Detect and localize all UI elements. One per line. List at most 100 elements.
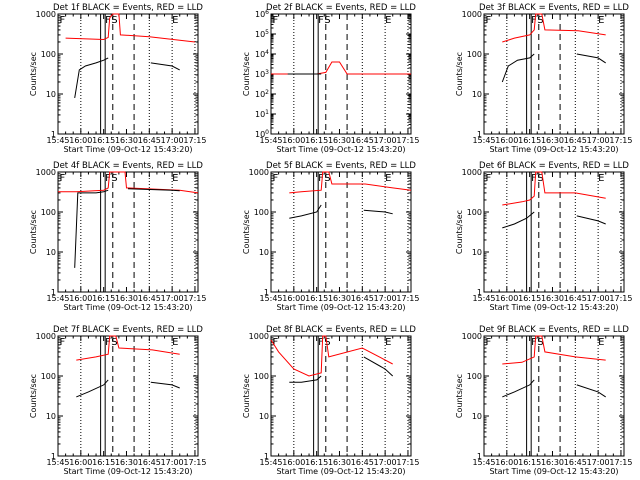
- y-axis-label: Counts/sec: [455, 374, 464, 418]
- marker-f: F: [273, 173, 279, 184]
- panel-title: Det 7f BLACK = Events, RED = LLD: [53, 325, 203, 335]
- events-series-line: [74, 57, 180, 98]
- events-series-line: [502, 211, 606, 229]
- y-tick-label: 103: [255, 69, 269, 79]
- x-tick-label: 15:45: [259, 294, 282, 303]
- y-tick-label: 1000: [36, 168, 56, 177]
- events-series-line: [74, 188, 180, 268]
- marker-f: F: [60, 173, 66, 184]
- y-axis-label: Counts/sec: [29, 52, 38, 96]
- x-tick-label: 16:45: [351, 294, 374, 303]
- x-tick-label: 17:15: [609, 294, 632, 303]
- marker-s: S: [537, 337, 543, 348]
- x-tick-label: 16:00: [69, 458, 92, 467]
- panel-title: Det 4f BLACK = Events, RED = LLD: [53, 161, 203, 171]
- y-axis-label: Counts/sec: [455, 52, 464, 96]
- y-tick-label: 1: [477, 452, 482, 461]
- x-tick-label: 16:00: [282, 294, 305, 303]
- marker-s: S: [324, 15, 330, 26]
- y-tick-label: 10: [472, 248, 482, 257]
- y-tick-label: 1000: [36, 10, 56, 19]
- panel-title: Det 8f BLACK = Events, RED = LLD: [266, 325, 416, 335]
- x-axis-label: Start Time (09-Oct-12 15:43:20): [489, 303, 618, 312]
- y-tick-label: 1: [477, 288, 482, 297]
- marker-f: F: [105, 15, 111, 26]
- y-tick-label: 100: [41, 50, 56, 59]
- marker-s: S: [537, 15, 543, 26]
- plot-frame: [57, 13, 199, 135]
- panel-title: Det 9f BLACK = Events, RED = LLD: [479, 325, 629, 335]
- x-tick-label: 15:45: [259, 458, 282, 467]
- marker-f: F: [105, 337, 111, 348]
- x-tick-label: 17:00: [161, 458, 184, 467]
- marker-f: F: [60, 15, 66, 26]
- plot-frame: [270, 171, 412, 293]
- y-tick-label: 1: [477, 130, 482, 139]
- y-tick-label: 1: [51, 130, 56, 139]
- x-axis-label: Start Time (09-Oct-12 15:43:20): [489, 467, 618, 476]
- y-tick-label: 106: [255, 9, 269, 19]
- x-tick-label: 16:30: [115, 458, 138, 467]
- x-tick-label: 17:00: [161, 136, 184, 145]
- marker-f: F: [60, 337, 66, 348]
- x-axis-label: Start Time (09-Oct-12 15:43:20): [276, 467, 405, 476]
- marker-s: S: [111, 15, 117, 26]
- y-tick-label: 10: [46, 248, 56, 257]
- y-axis-label: Counts/sec: [242, 374, 251, 418]
- plot-frame: [270, 335, 412, 457]
- x-tick-label: 17:15: [396, 136, 419, 145]
- x-tick-label: 16:45: [564, 458, 587, 467]
- marker-e: E: [385, 337, 391, 348]
- x-tick-label: 15:45: [46, 136, 69, 145]
- y-tick-label: 1000: [462, 332, 482, 341]
- marker-e: E: [172, 337, 178, 348]
- x-tick-label: 16:00: [282, 458, 305, 467]
- marker-f: F: [318, 15, 324, 26]
- x-tick-label: 16:30: [541, 294, 564, 303]
- x-axis-label: Start Time (09-Oct-12 15:43:20): [276, 145, 405, 154]
- marker-f: F: [531, 15, 537, 26]
- marker-f: F: [105, 173, 111, 184]
- events-series-line: [289, 204, 393, 219]
- x-tick-label: 16:30: [328, 458, 351, 467]
- events-series-line: [502, 379, 606, 398]
- x-tick-label: 16:00: [495, 294, 518, 303]
- marker-f: F: [273, 15, 279, 26]
- x-axis-label: Start Time (09-Oct-12 15:43:20): [63, 303, 192, 312]
- lld-series-line: [76, 335, 180, 361]
- y-tick-label: 1000: [36, 332, 56, 341]
- y-tick-label: 1000: [249, 168, 269, 177]
- x-tick-label: 17:00: [374, 294, 397, 303]
- x-tick-label: 16:15: [92, 136, 115, 145]
- x-tick-label: 15:45: [46, 294, 69, 303]
- events-series-line: [289, 356, 394, 383]
- marker-f: F: [318, 173, 324, 184]
- y-axis-label: Counts/sec: [242, 52, 251, 96]
- x-axis-label: Start Time (09-Oct-12 15:43:20): [63, 145, 192, 154]
- marker-e: E: [385, 173, 391, 184]
- marker-e: E: [598, 15, 604, 26]
- x-tick-label: 17:00: [374, 458, 397, 467]
- x-axis-label: Start Time (09-Oct-12 15:43:20): [276, 303, 405, 312]
- x-axis-label: Start Time (09-Oct-12 15:43:20): [63, 467, 192, 476]
- y-axis-label: Counts/sec: [29, 210, 38, 254]
- x-tick-label: 16:15: [305, 294, 328, 303]
- marker-f: F: [318, 337, 324, 348]
- x-tick-label: 16:00: [495, 458, 518, 467]
- x-tick-label: 16:15: [518, 294, 541, 303]
- y-tick-label: 100: [254, 208, 269, 217]
- x-tick-label: 16:00: [69, 294, 92, 303]
- panel-title: Det 1f BLACK = Events, RED = LLD: [53, 3, 203, 13]
- x-axis-label: Start Time (09-Oct-12 15:43:20): [489, 145, 618, 154]
- lld-series-line: [270, 335, 393, 377]
- x-tick-label: 16:45: [351, 458, 374, 467]
- lld-series-line: [289, 171, 412, 194]
- x-tick-label: 16:45: [564, 136, 587, 145]
- events-series-line: [76, 379, 180, 398]
- x-tick-label: 16:45: [138, 458, 161, 467]
- y-axis-label: Counts/sec: [29, 374, 38, 418]
